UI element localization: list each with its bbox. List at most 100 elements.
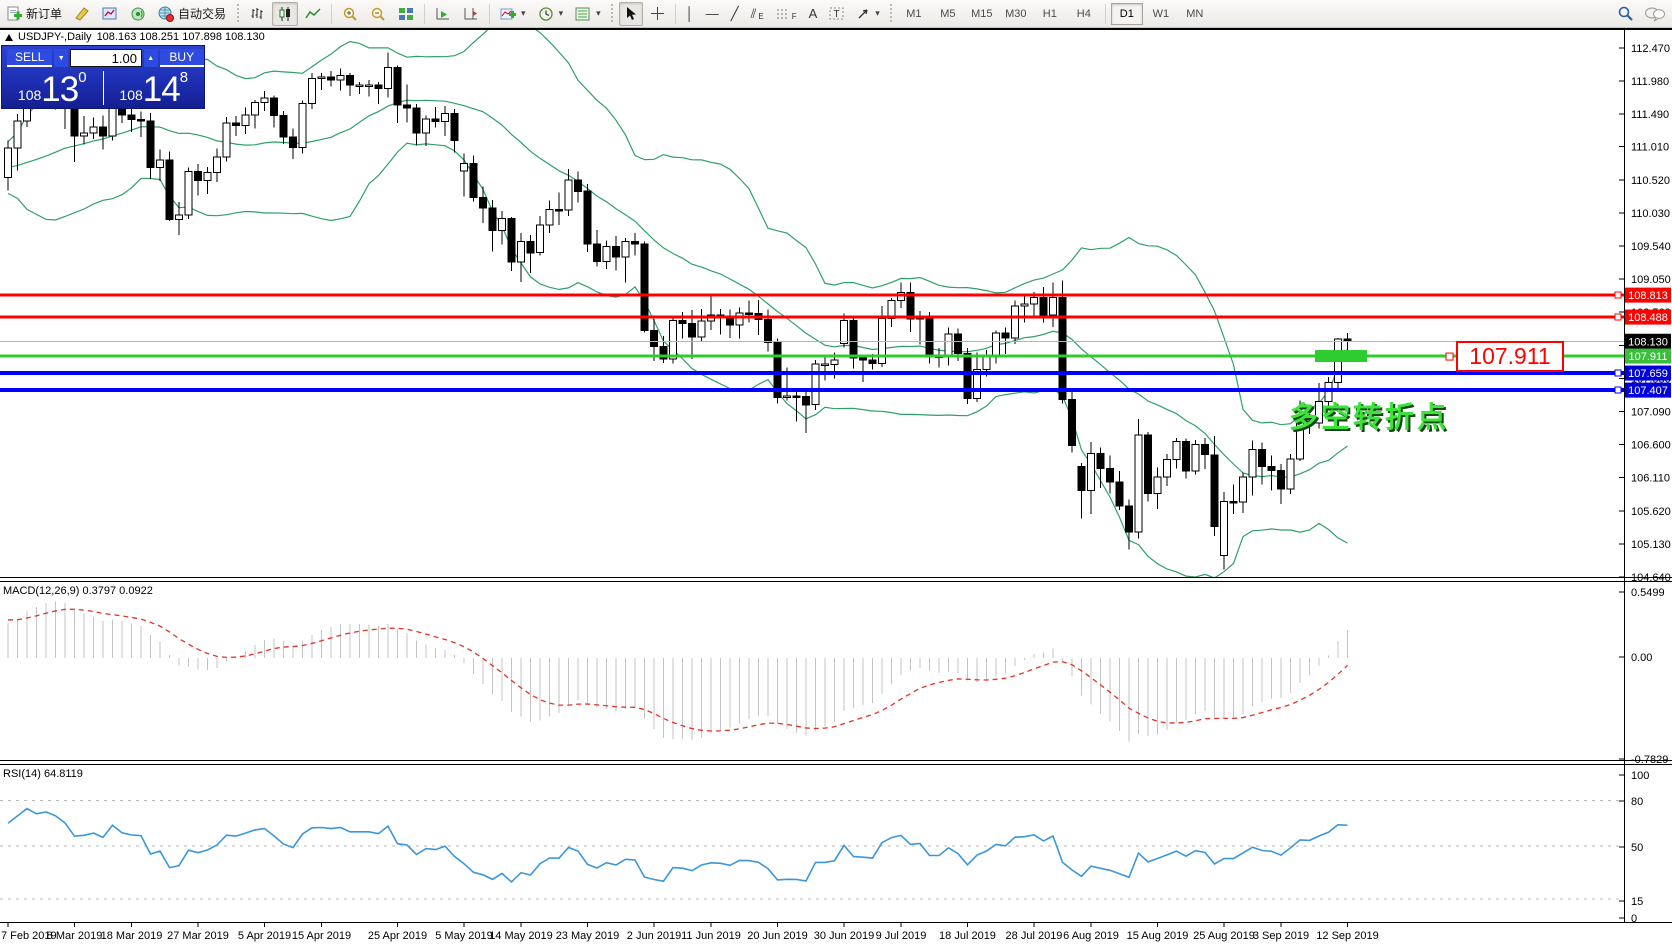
level-highlight-segment[interactable] — [1315, 350, 1367, 363]
chat-icon[interactable] — [1644, 6, 1666, 22]
price-level-callout[interactable]: 107.911 — [1456, 341, 1564, 372]
toolbar-separator — [1104, 3, 1106, 24]
volume-decrease-button[interactable]: ▼ — [54, 49, 68, 67]
zoom-out-button[interactable] — [365, 2, 391, 26]
bookmark-button[interactable] — [69, 2, 95, 26]
volume-increase-button[interactable]: ▲ — [143, 49, 158, 67]
horizontal-line-tool-button[interactable]: — — [701, 2, 724, 26]
svg-text:28 Jul 2019: 28 Jul 2019 — [1006, 930, 1063, 942]
zoom-out-icon — [371, 7, 385, 21]
zoom-in-icon — [343, 7, 357, 21]
bar-chart-mode-button[interactable] — [244, 2, 270, 26]
timeframe-button-h4[interactable]: H4 — [1076, 7, 1091, 20]
trendline-tool-button[interactable]: ╱ — [726, 2, 744, 26]
svg-text:3 Sep 2019: 3 Sep 2019 — [1253, 930, 1309, 942]
svg-text:7 Feb 2019: 7 Feb 2019 — [1, 930, 57, 942]
timeframe-button-m15[interactable]: M15 — [971, 7, 993, 20]
crosshair-tool-button[interactable] — [645, 2, 670, 26]
auto-scroll-button[interactable] — [430, 2, 456, 26]
chart-shift-icon — [464, 7, 478, 19]
candle-chart-mode-button[interactable] — [272, 1, 299, 26]
turning-point-annotation[interactable]: 多空转折点 — [1289, 402, 1450, 434]
indicators-button[interactable]: ▾ — [495, 2, 531, 26]
periods-button[interactable]: ▾ — [533, 2, 569, 26]
search-icon[interactable] — [1617, 5, 1634, 22]
main-toolbar: 新订单 自动交易 — [0, 0, 1672, 28]
svg-text:110.030: 110.030 — [1631, 208, 1670, 220]
svg-text:2 Jun 2019: 2 Jun 2019 — [627, 930, 681, 942]
timeframe-button-m1[interactable]: M1 — [906, 7, 922, 20]
collapse-triangle-icon[interactable] — [5, 33, 13, 41]
sell-button[interactable]: SELL — [7, 49, 53, 67]
dropdown-caret-icon[interactable]: ▾ — [521, 8, 526, 18]
text-label-tool-button[interactable]: T — [824, 2, 849, 26]
line-chart-mode-button[interactable] — [300, 2, 326, 26]
timeframe-button-mn[interactable]: MN — [1186, 7, 1204, 20]
svg-text:14 May 2019: 14 May 2019 — [489, 930, 553, 942]
arrows-tool-button[interactable]: ▾ — [851, 2, 885, 26]
price-chart — [4, 30, 1352, 577]
macd-indicator-label: MACD(12,26,9) 0.3797 0.0922 — [3, 585, 153, 597]
toolbar-drag-handle[interactable] — [609, 3, 615, 24]
timeframe-button-m5[interactable]: M5 — [940, 7, 956, 20]
candlesticks — [4, 52, 1352, 570]
toolbar-drag-handle[interactable] — [235, 3, 241, 24]
fibonacci-tool-button[interactable]: F — [771, 2, 802, 26]
dropdown-caret-icon[interactable]: ▾ — [558, 8, 564, 18]
zoom-in-button[interactable] — [337, 2, 363, 26]
dropdown-caret-icon[interactable]: ▾ — [596, 8, 601, 18]
bollinger-band-middle — [7, 99, 1348, 478]
vertical-line-tool-button[interactable]: │ — [681, 2, 699, 26]
timeframe-button-m30[interactable]: M30 — [1005, 7, 1027, 20]
new-order-button[interactable]: 新订单 — [1, 2, 67, 26]
rsi-line — [7, 807, 1348, 883]
toolbar-separator — [674, 3, 676, 24]
chart-shift-button[interactable] — [458, 2, 484, 26]
bollinger-band-upper — [7, 30, 1349, 426]
svg-text:105.620: 105.620 — [1631, 506, 1671, 518]
svg-text:107.407: 107.407 — [1628, 385, 1668, 397]
bollinger-band-lower — [7, 142, 1348, 577]
svg-text:15: 15 — [1631, 896, 1643, 908]
sell-price[interactable]: 108 13 0 — [17, 69, 87, 110]
svg-text:6 Aug 2019: 6 Aug 2019 — [1063, 930, 1119, 942]
toolbar-drag-handle[interactable] — [888, 3, 894, 24]
svg-text:110.520: 110.520 — [1631, 175, 1670, 187]
new-order-label: 新订单 — [26, 7, 63, 21]
svg-text:T: T — [834, 9, 840, 20]
text-tool-button[interactable]: A — [804, 2, 823, 26]
templates-button[interactable]: ▾ — [570, 2, 606, 26]
svg-text:18 Jul 2019: 18 Jul 2019 — [939, 930, 996, 942]
auto-trading-button[interactable]: 自动交易 — [153, 2, 231, 26]
signals-button[interactable] — [125, 2, 151, 26]
cursor-tool-button[interactable] — [618, 1, 643, 26]
buy-price[interactable]: 108 14 8 — [119, 69, 189, 110]
tile-windows-icon — [399, 7, 414, 20]
buy-button[interactable]: BUY — [159, 49, 204, 67]
equidistant-channel-tool-button[interactable]: ⫽ E — [750, 6, 764, 21]
toolbar-separator — [489, 3, 491, 24]
callout-anchor[interactable] — [1445, 352, 1454, 361]
horizontal-level-lines[interactable] — [0, 291, 1624, 394]
svg-text:15 Apr 2019: 15 Apr 2019 — [292, 930, 351, 942]
svg-text:107.911: 107.911 — [1629, 351, 1668, 363]
timeframe-button-h1[interactable]: H1 — [1042, 7, 1057, 20]
dropdown-caret-icon[interactable]: ▾ — [875, 8, 880, 18]
volume-input[interactable] — [69, 49, 142, 67]
auto-trading-icon — [158, 6, 175, 22]
svg-text:5 Apr 2019: 5 Apr 2019 — [238, 930, 291, 942]
svg-text:5 May 2019: 5 May 2019 — [435, 930, 492, 942]
new-order-icon — [7, 6, 22, 20]
text-label-icon: T — [829, 7, 844, 20]
open-chart-button[interactable] — [97, 2, 123, 26]
svg-text:106.110: 106.110 — [1631, 473, 1670, 485]
price-axis-tags: 108.813 108.488 108.130 107.911 107.659 107.4… — [1625, 287, 1671, 398]
price-axis[interactable]: 112.470 111.980 111.490 111.010 110.520 110.0… — [1619, 43, 1671, 925]
timeframe-button-d1[interactable]: D1 — [1110, 2, 1143, 25]
timeframe-button-w1[interactable]: W1 — [1152, 7, 1170, 20]
price-divider — [102, 71, 104, 105]
svg-text:100: 100 — [1631, 770, 1649, 782]
tile-windows-button[interactable] — [393, 2, 419, 26]
